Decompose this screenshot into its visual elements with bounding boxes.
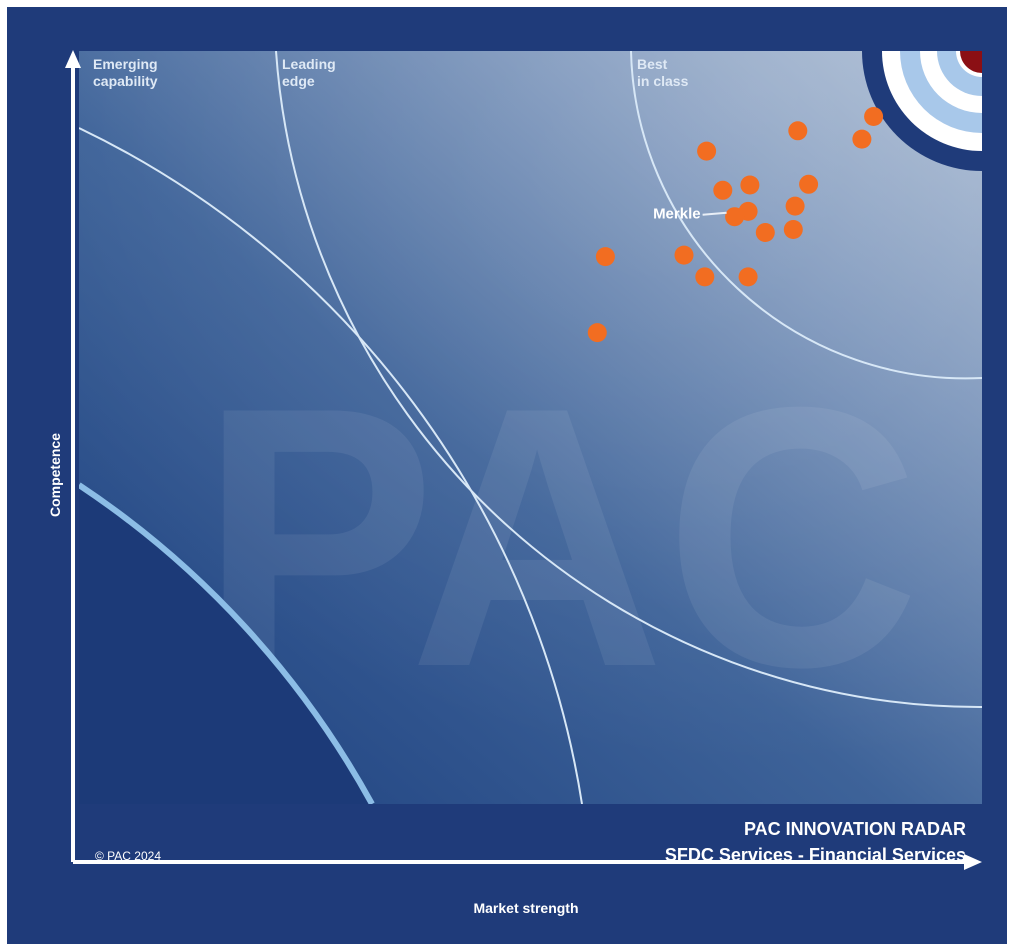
- data-point: [755, 223, 775, 242]
- points-layer: Merkle: [587, 107, 884, 343]
- data-point: [738, 267, 758, 287]
- zone-label-emerging-capability: Emerging capability: [93, 56, 158, 89]
- zone-label-best-in-class: Best in class: [637, 56, 689, 89]
- data-point: [783, 220, 803, 239]
- zone-label-line: Emerging: [93, 56, 158, 72]
- zone-label-line: Leading: [282, 56, 336, 72]
- copyright-text: © PAC 2024: [95, 849, 161, 863]
- data-point: [713, 180, 733, 200]
- data-point: [587, 323, 607, 343]
- arc-outer: [79, 482, 375, 804]
- point-label: Merkle: [653, 206, 701, 223]
- data-point: [674, 245, 694, 265]
- pac-watermark: PAC: [200, 331, 920, 744]
- zone-label-leading-edge: Leading edge: [282, 56, 336, 89]
- y-axis-arrow: [65, 50, 81, 68]
- data-point: [799, 174, 819, 194]
- data-point: [595, 247, 615, 267]
- data-point: [740, 175, 760, 195]
- chart-subtitle: SFDC Services - Financial Services: [665, 845, 966, 865]
- y-axis-label: Competence: [47, 433, 63, 517]
- data-point: [788, 121, 808, 141]
- data-point: [864, 107, 884, 126]
- point-label-leader: [702, 211, 727, 216]
- data-point: [785, 196, 805, 216]
- data-point: [695, 267, 715, 287]
- data-point-merkle: [725, 207, 745, 227]
- zone-label-line: Best: [637, 56, 668, 72]
- x-axis-label: Market strength: [473, 900, 578, 916]
- arc-ring-2: [275, 51, 982, 709]
- arc-ring-1: [79, 127, 583, 804]
- data-point: [852, 129, 872, 149]
- zone-label-line: capability: [93, 73, 158, 89]
- zone-label-line: edge: [282, 73, 315, 89]
- arc-ring-3: [630, 51, 982, 380]
- target-bullseye: [960, 51, 982, 73]
- outer-band: [79, 485, 372, 804]
- data-point: [697, 141, 717, 161]
- chart-title: PAC INNOVATION RADAR: [744, 819, 966, 839]
- x-axis-arrow: [964, 854, 982, 870]
- zone-label-line: in class: [637, 73, 689, 89]
